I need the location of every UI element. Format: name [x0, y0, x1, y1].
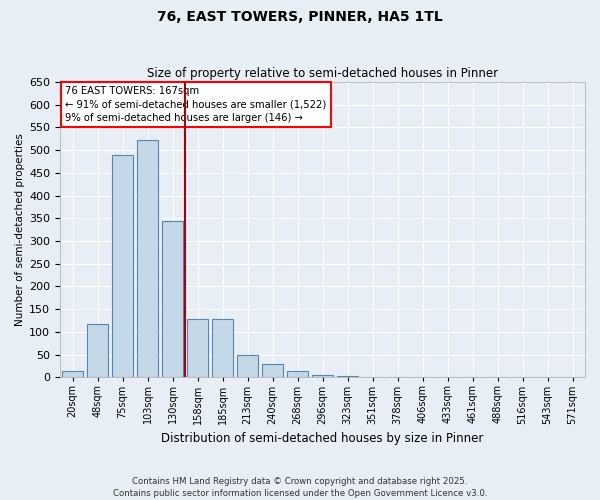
Y-axis label: Number of semi-detached properties: Number of semi-detached properties: [15, 134, 25, 326]
Bar: [212, 319, 233, 378]
X-axis label: Distribution of semi-detached houses by size in Pinner: Distribution of semi-detached houses by …: [161, 432, 484, 445]
Text: 76 EAST TOWERS: 167sqm
← 91% of semi-detached houses are smaller (1,522)
9% of s: 76 EAST TOWERS: 167sqm ← 91% of semi-det…: [65, 86, 326, 123]
Bar: [162, 220, 183, 378]
Bar: [112, 154, 133, 378]
Text: 76, EAST TOWERS, PINNER, HA5 1TL: 76, EAST TOWERS, PINNER, HA5 1TL: [157, 10, 443, 24]
Bar: [262, 364, 283, 378]
Bar: [187, 319, 208, 378]
Bar: [337, 376, 358, 378]
Title: Size of property relative to semi-detached houses in Pinner: Size of property relative to semi-detach…: [147, 66, 498, 80]
Bar: [312, 375, 333, 378]
Bar: [87, 324, 108, 378]
Bar: [237, 354, 258, 378]
Bar: [287, 370, 308, 378]
Bar: [62, 370, 83, 378]
Text: Contains HM Land Registry data © Crown copyright and database right 2025.
Contai: Contains HM Land Registry data © Crown c…: [113, 476, 487, 498]
Bar: [137, 140, 158, 378]
